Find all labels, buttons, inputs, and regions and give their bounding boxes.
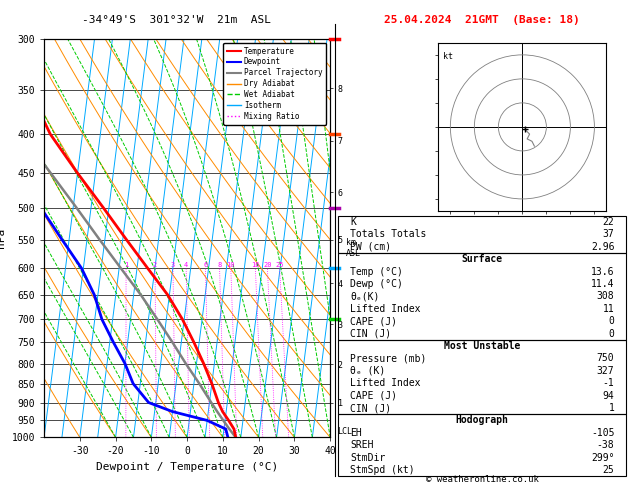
Text: 94: 94 [603,391,615,400]
Text: 3: 3 [171,262,175,268]
Text: 1: 1 [608,403,615,413]
Text: LCL: LCL [337,427,352,436]
Text: 2.96: 2.96 [591,242,615,252]
Text: Hodograph: Hodograph [455,416,509,425]
Legend: Temperature, Dewpoint, Parcel Trajectory, Dry Adiabat, Wet Adiabat, Isotherm, Mi: Temperature, Dewpoint, Parcel Trajectory… [223,43,326,125]
Text: 1: 1 [124,262,128,268]
Text: CIN (J): CIN (J) [350,403,391,413]
Text: 13.6: 13.6 [591,267,615,277]
Text: -38: -38 [597,440,615,450]
Text: Lifted Index: Lifted Index [350,378,420,388]
Text: Most Unstable: Most Unstable [444,341,520,351]
Text: Totals Totals: Totals Totals [350,229,426,240]
Text: 10: 10 [226,262,235,268]
Text: 6: 6 [203,262,208,268]
Text: 11.4: 11.4 [591,279,615,289]
Text: 11: 11 [603,304,615,314]
Text: CIN (J): CIN (J) [350,329,391,339]
Text: K: K [350,217,356,227]
Text: 308: 308 [597,292,615,301]
Y-axis label: hPa: hPa [0,228,6,248]
Text: 20: 20 [263,262,272,268]
Text: Pressure (mb): Pressure (mb) [350,353,426,364]
Text: 16: 16 [251,262,260,268]
Text: PW (cm): PW (cm) [350,242,391,252]
Text: CAPE (J): CAPE (J) [350,316,397,326]
Text: 8: 8 [218,262,221,268]
Text: Lifted Index: Lifted Index [350,304,420,314]
Text: EH: EH [350,428,362,438]
Text: 25: 25 [603,465,615,475]
Text: 37: 37 [603,229,615,240]
Text: 2: 2 [153,262,157,268]
Text: 299°: 299° [591,452,615,463]
Text: 4: 4 [184,262,188,268]
Text: 22: 22 [603,217,615,227]
Text: StmSpd (kt): StmSpd (kt) [350,465,415,475]
Text: CAPE (J): CAPE (J) [350,391,397,400]
Text: 750: 750 [597,353,615,364]
Text: kt: kt [443,52,453,61]
Y-axis label: km
ASL: km ASL [346,238,360,258]
Text: 327: 327 [597,366,615,376]
Text: StmDir: StmDir [350,452,385,463]
Text: -34°49'S  301°32'W  21m  ASL: -34°49'S 301°32'W 21m ASL [82,15,270,25]
Text: SREH: SREH [350,440,374,450]
Text: Surface: Surface [462,254,503,264]
Text: -1: -1 [603,378,615,388]
Text: θₑ (K): θₑ (K) [350,366,385,376]
Text: θₑ(K): θₑ(K) [350,292,379,301]
Text: 25.04.2024  21GMT  (Base: 18): 25.04.2024 21GMT (Base: 18) [384,15,580,25]
Text: Dewp (°C): Dewp (°C) [350,279,403,289]
Text: 0: 0 [608,316,615,326]
Text: 0: 0 [608,329,615,339]
X-axis label: Dewpoint / Temperature (°C): Dewpoint / Temperature (°C) [96,462,278,472]
Text: 25: 25 [276,262,284,268]
Text: Temp (°C): Temp (°C) [350,267,403,277]
Text: © weatheronline.co.uk: © weatheronline.co.uk [426,474,538,484]
Text: -105: -105 [591,428,615,438]
